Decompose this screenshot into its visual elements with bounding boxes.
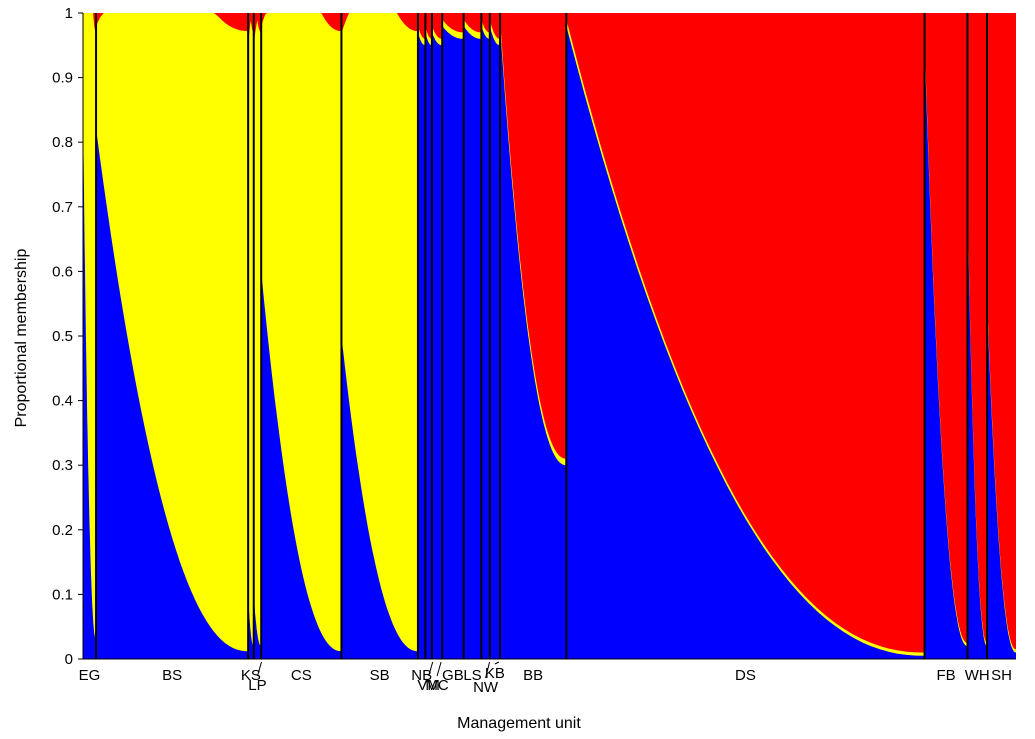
series-blue-area-ds xyxy=(566,25,925,659)
unit-label-leader xyxy=(494,661,500,665)
y-tick-label: 0.6 xyxy=(52,263,73,280)
unit-label-wh: WH xyxy=(965,667,990,684)
unit-label-cs: CS xyxy=(291,667,312,684)
unit-label-ls: LS xyxy=(463,667,481,684)
unit-label-sh: SH xyxy=(991,667,1012,684)
series-blue-area-gb xyxy=(442,25,464,659)
unit-label-ks: KS xyxy=(241,667,261,684)
unit-label-bb: BB xyxy=(523,667,543,684)
series-blue-area-cs xyxy=(261,271,342,659)
unit-label-vm: VM xyxy=(417,677,440,694)
unit-label-kb: KB xyxy=(485,665,505,682)
plot-area xyxy=(83,13,1016,660)
series-blue-area-wh xyxy=(967,206,988,660)
unit-label-nw: NW xyxy=(473,679,499,696)
unit-label-leader xyxy=(485,661,491,679)
series-yellow-area-lp xyxy=(253,20,262,660)
y-tick-label: 0.4 xyxy=(52,393,73,410)
unit-label-leader xyxy=(436,661,442,677)
series-blue-area-sb xyxy=(341,336,418,659)
unit-label-eg: EG xyxy=(79,667,101,684)
y-axis-title: Proportional membership xyxy=(13,249,30,428)
series-blue-area-nw xyxy=(481,25,490,659)
y-tick-label: 0.2 xyxy=(52,522,73,539)
unit-label-ds: DS xyxy=(735,667,756,684)
series-blue-area-eg xyxy=(83,109,97,659)
unit-label-bs: BS xyxy=(162,667,182,684)
unit-label-leader xyxy=(256,661,262,677)
series-blue-area-vm xyxy=(425,32,432,659)
y-tick-label: 0.7 xyxy=(52,199,73,216)
unit-dividers xyxy=(95,13,989,659)
unit-label-nb: NB xyxy=(411,667,432,684)
axes: 0 0.1 0.2 0.3 0.4 0.5 0.6 0.7 0.8 0.9 1 xyxy=(52,5,1016,668)
y-tick-label: 0.5 xyxy=(52,328,73,345)
series-blue-area-fb xyxy=(924,45,968,660)
series-blue-area-ks xyxy=(248,594,254,659)
unit-label-gb: GB xyxy=(442,667,464,684)
series-blue-area-ls xyxy=(463,25,482,659)
series-blue-area-mc xyxy=(431,32,443,659)
series-blue-area-bs xyxy=(96,129,249,660)
series-blue-area-sh xyxy=(987,303,1016,659)
series-blue-area-kb xyxy=(489,25,501,659)
unit-label-lp: LP xyxy=(248,677,266,694)
series-blue-area-nb xyxy=(417,32,426,659)
y-tick-label: 0.9 xyxy=(52,70,73,87)
y-tick-label: 0.1 xyxy=(52,586,73,603)
series-blue-area-bb xyxy=(500,25,567,659)
y-tick-label: 0 xyxy=(65,651,73,668)
unit-label-leader xyxy=(428,661,434,677)
x-axis-title: Management unit xyxy=(457,715,581,732)
y-tick-label: 1 xyxy=(65,5,73,22)
series-blue-area-lp xyxy=(253,594,262,659)
unit-label-mc: MC xyxy=(425,677,448,694)
unit-label-fb: FB xyxy=(936,667,955,684)
y-tick-label: 0.3 xyxy=(52,457,73,474)
series-yellow-area-ks xyxy=(248,20,254,660)
y-tick-label: 0.8 xyxy=(52,134,73,151)
unit-label-sb: SB xyxy=(370,667,390,684)
